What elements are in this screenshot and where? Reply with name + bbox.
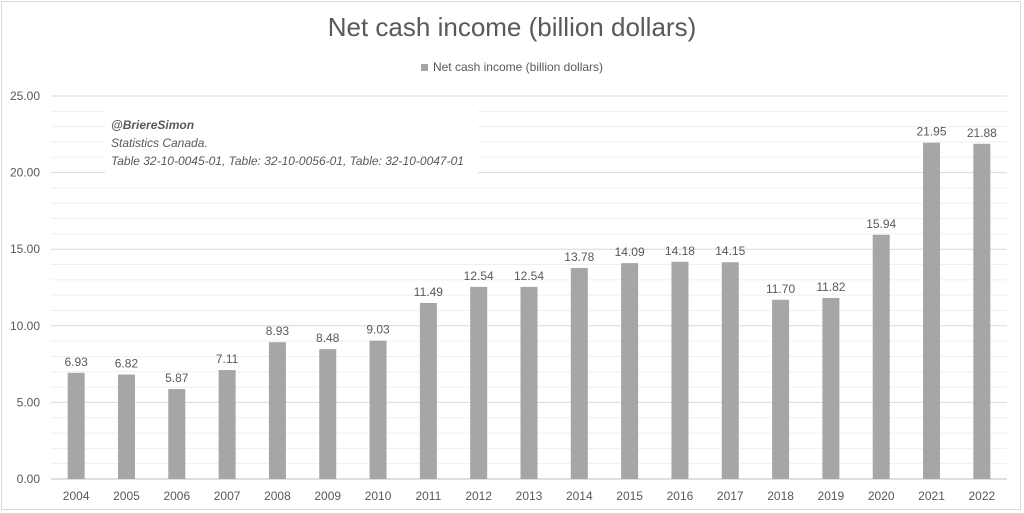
chart-title: Net cash income (billion dollars) (327, 12, 697, 42)
data-label-2021: 21.95 (917, 125, 947, 139)
x-tick-label: 2017 (717, 489, 744, 503)
legend: Net cash income (billion dollars) (0, 60, 1024, 74)
bar-2015 (621, 263, 639, 479)
data-label-2004: 6.93 (64, 355, 88, 369)
bar-2005 (117, 374, 135, 479)
y-tick-label: 20.00 (10, 166, 40, 180)
source-line-1: Statistics Canada. (111, 136, 208, 150)
data-label-2011: 11.49 (414, 285, 443, 299)
x-tick-label: 2022 (968, 489, 995, 503)
bar-2008 (268, 342, 286, 479)
y-axis-ticks: 0.00 5.00 10.00 15.00 20.00 25.00 (10, 89, 40, 486)
x-tick-label: 2016 (667, 489, 694, 503)
x-axis-ticks: 2004 2005 2006 2007 2008 2009 2010 2011 2012 2013… (63, 489, 996, 503)
x-tick-label: 2007 (214, 489, 241, 503)
x-tick-label: 2010 (365, 489, 392, 503)
data-label-2012: 12.54 (464, 269, 494, 283)
data-label-2022: 21.88 (967, 126, 997, 140)
bar-2011 (419, 302, 437, 479)
source-line-2: Table 32-10-0045-01, Table: 32-10-0056-0… (111, 154, 464, 168)
x-tick-label: 2021 (918, 489, 945, 503)
bar-2017 (721, 262, 739, 479)
bar-2013 (520, 286, 538, 479)
bar-2016 (671, 261, 689, 479)
data-label-2016: 14.18 (665, 244, 695, 258)
y-tick-label: 15.00 (10, 242, 40, 256)
bar-2020 (872, 234, 890, 479)
author-handle: @BriereSimon (111, 118, 195, 132)
bar-2021 (923, 142, 941, 479)
bar-2012 (470, 286, 488, 479)
x-tick-label: 2014 (566, 489, 593, 503)
data-label-2008: 8.93 (266, 324, 290, 338)
y-tick-label: 5.00 (17, 395, 41, 409)
legend-label: Net cash income (billion dollars) (432, 60, 604, 74)
y-tick-label: 25.00 (10, 89, 40, 103)
data-label-2015: 14.09 (615, 245, 645, 259)
x-tick-label: 2020 (868, 489, 895, 503)
legend-swatch (420, 63, 428, 71)
x-tick-label: 2019 (818, 489, 845, 503)
bar-2010 (369, 340, 387, 479)
bar-2019 (822, 297, 840, 479)
data-label-2013: 12.54 (514, 269, 544, 283)
x-tick-label: 2005 (113, 489, 140, 503)
bar-2022 (973, 143, 991, 479)
x-tick-label: 2012 (465, 489, 492, 503)
x-tick-label: 2009 (314, 489, 341, 503)
x-tick-label: 2015 (616, 489, 643, 503)
bar-2009 (319, 349, 337, 479)
bars (67, 142, 991, 479)
bar-2006 (168, 389, 186, 479)
bar-2018 (772, 299, 790, 479)
data-label-2006: 5.87 (165, 371, 189, 385)
data-label-2009: 8.48 (316, 331, 340, 345)
x-tick-label: 2018 (767, 489, 794, 503)
data-label-2014: 13.78 (564, 250, 594, 264)
x-tick-label: 2006 (163, 489, 190, 503)
data-label-2020: 15.94 (866, 217, 896, 231)
data-label-2005: 6.82 (115, 357, 139, 371)
y-tick-label: 10.00 (10, 319, 40, 333)
data-label-2019: 11.82 (816, 280, 845, 294)
data-label-2010: 9.03 (366, 323, 390, 337)
bar-2007 (218, 370, 236, 479)
data-label-2007: 7.11 (216, 352, 239, 366)
x-tick-label: 2013 (516, 489, 543, 503)
x-tick-label: 2008 (264, 489, 291, 503)
x-tick-label: 2004 (63, 489, 90, 503)
bar-2004 (67, 372, 85, 479)
source-annotation: @BriereSimon Statistics Canada. Table 32… (105, 110, 478, 176)
y-tick-label: 0.00 (17, 472, 41, 486)
x-tick-label: 2011 (415, 489, 441, 503)
bar-2014 (570, 267, 588, 479)
data-labels: 6.93 6.82 5.87 7.11 8.93 8.48 9.03 11.49 12.54 12… (64, 125, 997, 385)
data-label-2017: 14.15 (715, 244, 745, 258)
data-label-2018: 11.70 (766, 282, 795, 296)
